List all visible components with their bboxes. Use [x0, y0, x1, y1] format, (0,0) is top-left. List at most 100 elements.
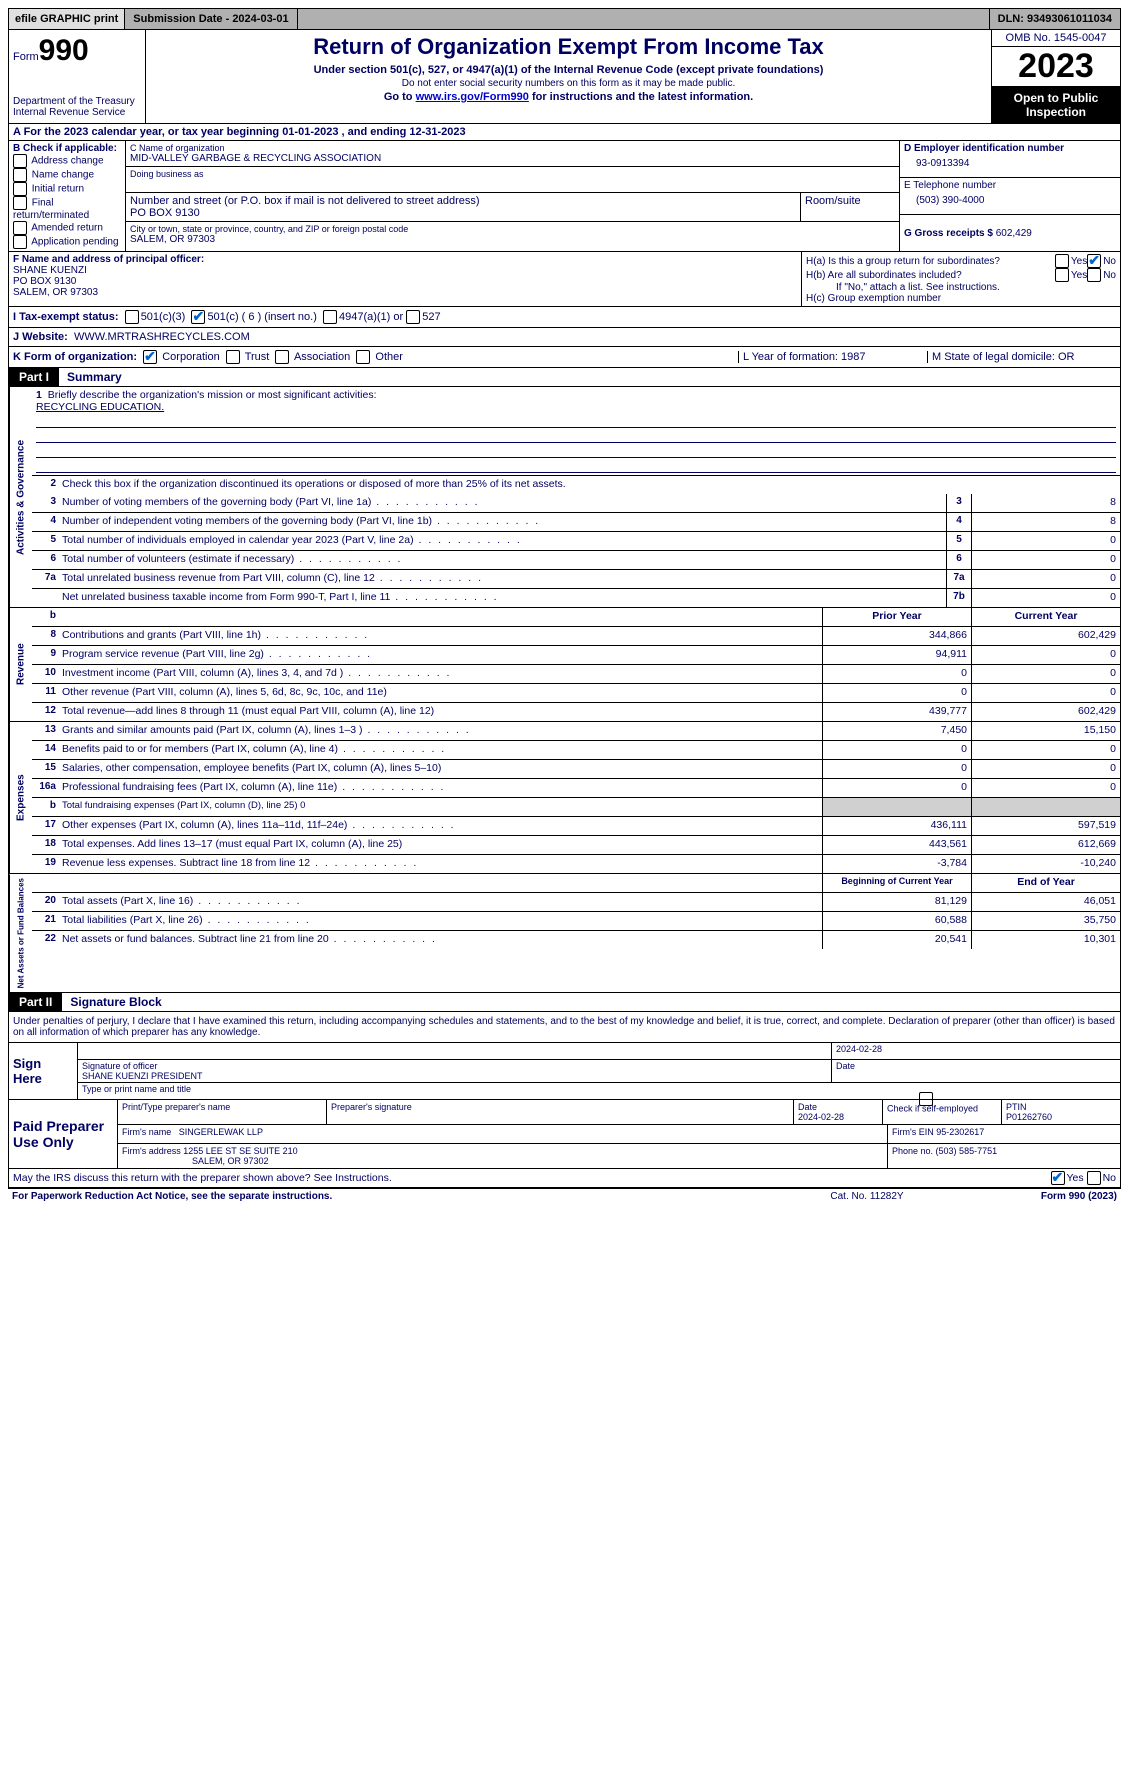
chk-trust[interactable]: [226, 350, 240, 364]
lbl-corp: Corporation: [162, 351, 219, 363]
row-a-tax-year: A For the 2023 calendar year, or tax yea…: [9, 124, 1120, 141]
discuss-no[interactable]: [1087, 1171, 1101, 1185]
l10-prior: 0: [822, 665, 971, 683]
org-name-label: C Name of organization: [130, 143, 895, 153]
l13-text: Grants and similar amounts paid (Part IX…: [58, 722, 822, 740]
chk-501c[interactable]: [191, 310, 205, 324]
officer-addr2: SALEM, OR 97303: [13, 287, 797, 298]
header-col-year: OMB No. 1545-0047 2023 Open to Public In…: [992, 30, 1120, 123]
dept-label: Department of the Treasury Internal Reve…: [13, 96, 141, 118]
l15-curr: 0: [971, 760, 1120, 778]
irs-link[interactable]: www.irs.gov/Form990: [416, 91, 529, 103]
part1-header: Part I Summary: [9, 368, 1120, 387]
chk-amended-return[interactable]: Amended return: [13, 221, 121, 235]
chk-self-employed[interactable]: [919, 1092, 933, 1106]
section-bcd: B Check if applicable: Address change Na…: [9, 141, 1120, 252]
top-bar: efile GRAPHIC print Submission Date - 20…: [8, 8, 1121, 30]
city-label: City or town, state or province, country…: [130, 224, 895, 234]
l8-curr: 602,429: [971, 627, 1120, 645]
hb-yes[interactable]: [1055, 268, 1069, 282]
l19-prior: -3,784: [822, 855, 971, 873]
firm-addr1: 1255 LEE ST SE SUITE 210: [183, 1146, 297, 1156]
chk-name-change[interactable]: Name change: [13, 168, 121, 182]
preparer-label: Paid Preparer Use Only: [9, 1100, 118, 1168]
l19-curr: -10,240: [971, 855, 1120, 873]
box-d: D Employer identification number 93-0913…: [900, 141, 1120, 251]
chk-lbl-0: Address change: [31, 156, 103, 167]
ein-cell: D Employer identification number 93-0913…: [900, 141, 1120, 178]
city-value: SALEM, OR 97303: [130, 234, 895, 245]
page-footer: For Paperwork Reduction Act Notice, see …: [8, 1189, 1121, 1204]
line-3: 3Number of voting members of the governi…: [32, 494, 1120, 513]
line-7b: Net unrelated business taxable income fr…: [32, 589, 1120, 607]
sign-here-label: Sign Here: [9, 1043, 78, 1099]
lbl-other: Other: [375, 351, 403, 363]
form-subtitle-1: Under section 501(c), 527, or 4947(a)(1)…: [150, 64, 987, 76]
chk-assoc[interactable]: [275, 350, 289, 364]
officer-name: SHANE KUENZI: [13, 265, 797, 276]
chk-address-change[interactable]: Address change: [13, 154, 121, 168]
sign-here-row: Sign Here 2024-02-28 Signature of office…: [9, 1043, 1120, 1100]
footer-right: Form 990 (2023): [967, 1191, 1117, 1202]
l22-end: 10,301: [971, 931, 1120, 949]
open-inspection: Open to Public Inspection: [992, 87, 1120, 123]
type-print-label: Type or print name and title: [78, 1083, 1120, 1099]
mission-value: RECYCLING EDUCATION.: [36, 401, 164, 413]
chk-527[interactable]: [406, 310, 420, 324]
l18-curr: 612,669: [971, 836, 1120, 854]
chk-initial-return[interactable]: Initial return: [13, 182, 121, 196]
l12-prior: 439,777: [822, 703, 971, 721]
mission-label: Briefly describe the organization's miss…: [48, 389, 377, 401]
chk-4947[interactable]: [323, 310, 337, 324]
hb-no[interactable]: [1087, 268, 1101, 282]
l9-prior: 94,911: [822, 646, 971, 664]
firm-ein-label: Firm's EIN: [892, 1127, 936, 1137]
ha-no[interactable]: [1087, 254, 1101, 268]
gross-label: G Gross receipts $: [904, 228, 996, 239]
l11-curr: 0: [971, 684, 1120, 702]
city-cell: City or town, state or province, country…: [126, 222, 899, 247]
efile-print-button[interactable]: efile GRAPHIC print: [9, 9, 125, 29]
l22-text: Net assets or fund balances. Subtract li…: [58, 931, 822, 949]
line-19: 19Revenue less expenses. Subtract line 1…: [32, 855, 1120, 873]
section-fh: F Name and address of principal officer:…: [9, 252, 1120, 307]
discuss-yes[interactable]: [1051, 1171, 1065, 1185]
prep-addr-row: Firm's address 1255 LEE ST SE SUITE 210S…: [118, 1144, 1120, 1168]
tax-year: 2023: [992, 47, 1120, 87]
line-5: 5Total number of individuals employed in…: [32, 532, 1120, 551]
preparer-row: Paid Preparer Use Only Print/Type prepar…: [9, 1100, 1120, 1169]
chk-other[interactable]: [356, 350, 370, 364]
l7a-text: Total unrelated business revenue from Pa…: [58, 570, 946, 588]
revenue-header: b Prior Year Current Year: [32, 608, 1120, 627]
box-b-header: B Check if applicable:: [13, 143, 121, 154]
ha-yes[interactable]: [1055, 254, 1069, 268]
prep-h2: Preparer's signature: [327, 1100, 794, 1124]
chk-final-return[interactable]: Final return/terminated: [13, 196, 121, 221]
section-net-assets: Net Assets or Fund Balances Beginning of…: [9, 874, 1120, 993]
chk-501c3[interactable]: [125, 310, 139, 324]
line-10: 10Investment income (Part VIII, column (…: [32, 665, 1120, 684]
form-outer: Form990 Department of the Treasury Inter…: [8, 30, 1121, 1189]
row-j-label: J Website:: [13, 331, 68, 343]
part2-header: Part II Signature Block: [9, 993, 1120, 1012]
line-11: 11Other revenue (Part VIII, column (A), …: [32, 684, 1120, 703]
chk-lbl-5: Application pending: [31, 237, 118, 248]
part2-label: Signature Block: [62, 993, 169, 1011]
lbl-501c3: 501(c)(3): [141, 311, 186, 323]
box-c: C Name of organization MID-VALLEY GARBAG…: [126, 141, 900, 251]
lbl-trust: Trust: [245, 351, 270, 363]
hb-label: H(b) Are all subordinates included?: [806, 270, 1055, 281]
l18-text: Total expenses. Add lines 13–17 (must eq…: [58, 836, 822, 854]
l6-text: Total number of volunteers (estimate if …: [58, 551, 946, 569]
header-col-title: Return of Organization Exempt From Incom…: [146, 30, 992, 123]
l10-text: Investment income (Part VIII, column (A)…: [58, 665, 822, 683]
chk-application-pending[interactable]: Application pending: [13, 235, 121, 249]
form-word: Form: [13, 51, 39, 63]
prep-h4: Check if self-employed: [883, 1100, 1002, 1124]
line-7a: 7aTotal unrelated business revenue from …: [32, 570, 1120, 589]
chk-lbl-1: Name change: [32, 170, 94, 181]
l13-curr: 15,150: [971, 722, 1120, 740]
chk-corp[interactable]: [143, 350, 157, 364]
line-2: 2Check this box if the organization disc…: [32, 476, 1120, 494]
sig-officer-name: SHANE KUENZI PRESIDENT: [82, 1071, 827, 1081]
